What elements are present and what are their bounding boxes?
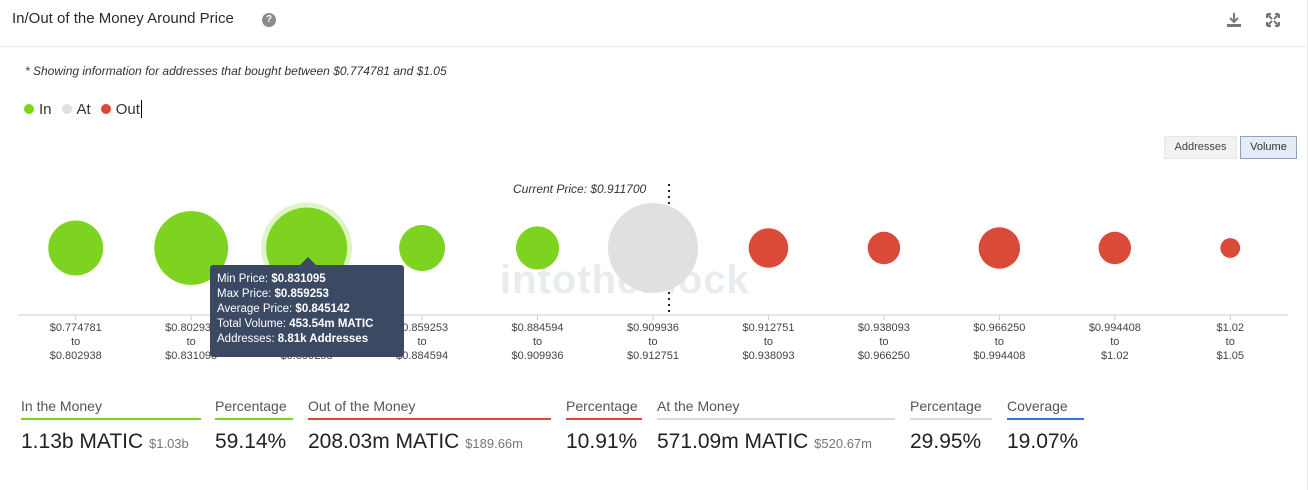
- x-label-to-word: to: [1110, 336, 1120, 348]
- stat-out-percentage: Percentage 10.91%: [566, 398, 642, 454]
- x-label-to-word: to: [417, 336, 427, 348]
- x-label-to-word: to: [763, 336, 774, 348]
- stat-at-the-money: At the Money 571.09m MATIC $520.67m: [657, 398, 895, 454]
- stat-in-pct-value: 59.14%: [215, 430, 287, 453]
- stat-coverage-label: Coverage: [1007, 398, 1084, 420]
- legend-dot-out: [100, 104, 111, 114]
- legend-label-at: At: [76, 100, 91, 118]
- x-axis-label: $0.909936 to $0.912751: [598, 321, 708, 363]
- x-label-to: $0.966250: [857, 350, 910, 362]
- stat-out-value: 208.03m MATIC $189.66m: [308, 430, 523, 453]
- x-label-from: $0.966250: [973, 322, 1026, 334]
- bubble-out-7[interactable]: [867, 231, 901, 265]
- legend-dot-at: [61, 104, 72, 114]
- stat-coverage: Coverage 19.07%: [1007, 398, 1084, 454]
- bubble-in-1[interactable]: [154, 211, 229, 285]
- x-axis-label: $1.02 to $1.05: [1175, 321, 1285, 363]
- x-label-from: $0.994408: [1088, 322, 1141, 334]
- x-label-to-word: to: [71, 336, 81, 348]
- x-label-from: $0.912751: [742, 322, 795, 334]
- x-label-to: $0.802938: [49, 350, 102, 362]
- download-icon[interactable]: [1224, 10, 1244, 30]
- x-label-to: $0.912751: [627, 350, 679, 362]
- x-label-from: $0.884594: [511, 322, 564, 334]
- addresses-toggle-button[interactable]: Addresses: [1164, 136, 1237, 159]
- bubble-in-0[interactable]: [48, 220, 104, 276]
- x-label-to: $0.831095: [165, 350, 218, 362]
- x-label-to-word: to: [1225, 336, 1235, 348]
- legend-label-out: Out: [115, 100, 140, 118]
- x-label-from: $0.774781: [49, 322, 102, 334]
- stat-out-pct-label: Percentage: [566, 398, 642, 420]
- bubble-tooltip: Min Price: $0.831095 Max Price: $0.85925…: [210, 265, 404, 357]
- stat-at-pct-value: 29.95%: [910, 430, 982, 453]
- legend-label-in: In: [39, 100, 52, 118]
- legend-item-in[interactable]: In: [24, 101, 52, 118]
- tooltip-min-price: Min Price: $0.831095: [217, 273, 326, 285]
- stat-coverage-value: 19.07%: [1007, 430, 1079, 453]
- volume-toggle-button[interactable]: Volume: [1240, 136, 1297, 159]
- bubble-out-8[interactable]: [978, 227, 1021, 269]
- stat-out-pct-value: 10.91%: [566, 430, 638, 453]
- x-label-to: $0.994408: [973, 350, 1026, 362]
- chart-legend: In At Out: [24, 100, 142, 118]
- current-price-label: Current Price: $0.911700: [513, 182, 647, 196]
- x-label-from: $0.909936: [627, 322, 679, 334]
- help-icon[interactable]: ?: [262, 13, 276, 27]
- legend-dot-in: [24, 104, 34, 114]
- tooltip-volume: Total Volume: 453.54m MATIC: [217, 318, 374, 330]
- tooltip-avg-price: Average Price: $0.845142: [217, 303, 350, 315]
- stat-out-of-the-money: Out of the Money 208.03m MATIC $189.66m: [308, 398, 551, 454]
- x-axis-label: $0.994408 to $1.02: [1060, 321, 1170, 363]
- stat-in-the-money: In the Money 1.13b MATIC $1.03b: [21, 398, 201, 454]
- x-label-to: $1.02: [1101, 350, 1129, 362]
- x-label-from: $0.859253: [396, 322, 449, 334]
- x-axis-label: $0.938093 to $0.966250: [829, 321, 939, 363]
- x-label-from: $0.938093: [857, 322, 910, 334]
- x-axis-label: $0.884594 to $0.909936: [483, 321, 593, 363]
- tooltip-max-price: Max Price: $0.859253: [217, 288, 329, 300]
- card-header: In/Out of the Money Around Price ?: [0, 0, 1308, 47]
- x-label-from: $0.802938: [165, 322, 218, 334]
- stat-in-pct-label: Percentage: [215, 398, 293, 420]
- bubble-out-10[interactable]: [1220, 238, 1241, 258]
- x-label-to-word: to: [186, 336, 196, 348]
- x-label-to: $1.05: [1216, 350, 1245, 362]
- x-label-to-word: to: [648, 336, 658, 348]
- tooltip-arrow: [300, 257, 316, 265]
- legend-item-out[interactable]: Out: [100, 100, 140, 118]
- tooltip-addresses: Addresses: 8.81k Addresses: [217, 333, 369, 345]
- x-label-to-word: to: [879, 336, 889, 348]
- x-axis-label: $0.859253 to $0.884594: [367, 321, 477, 363]
- card-title: In/Out of the Money Around Price: [12, 10, 234, 27]
- range-note: * Showing information for addresses that…: [25, 64, 447, 78]
- x-label-to: $0.884594: [396, 350, 449, 362]
- expand-icon[interactable]: [1263, 10, 1283, 30]
- bubble-in-3[interactable]: [399, 225, 446, 271]
- legend-item-at[interactable]: At: [61, 100, 91, 118]
- bubble-at-5[interactable]: [608, 203, 698, 293]
- stat-at-label: At the Money: [657, 398, 895, 420]
- stat-at-value: 571.09m MATIC $520.67m: [657, 430, 872, 453]
- stat-in-percentage: Percentage 59.14%: [215, 398, 293, 454]
- x-label-to-word: to: [994, 336, 1004, 348]
- stat-at-pct-label: Percentage: [910, 398, 992, 420]
- x-axis-label: $0.774781 to $0.802938: [21, 321, 131, 363]
- stat-in-value: 1.13b MATIC $1.03b: [21, 430, 189, 453]
- stat-in-label: In the Money: [21, 398, 201, 420]
- stat-at-percentage: Percentage 29.95%: [910, 398, 992, 454]
- bubble-out-6[interactable]: [748, 228, 789, 268]
- text-cursor: [140, 100, 142, 118]
- x-axis-label: $0.802938 to $0.831095: [136, 321, 246, 363]
- x-label-to: $0.938093: [742, 350, 795, 362]
- bubble-in-4[interactable]: [515, 226, 560, 270]
- x-label-to: $0.909936: [511, 350, 564, 362]
- x-label-to-word: to: [532, 336, 543, 348]
- stat-out-label: Out of the Money: [308, 398, 551, 420]
- x-axis-label: $0.912751 to $0.938093: [713, 321, 823, 363]
- x-label-from: $1.02: [1216, 322, 1245, 334]
- x-axis-label: $0.966250 to $0.994408: [944, 321, 1054, 363]
- bubble-out-9[interactable]: [1098, 231, 1132, 265]
